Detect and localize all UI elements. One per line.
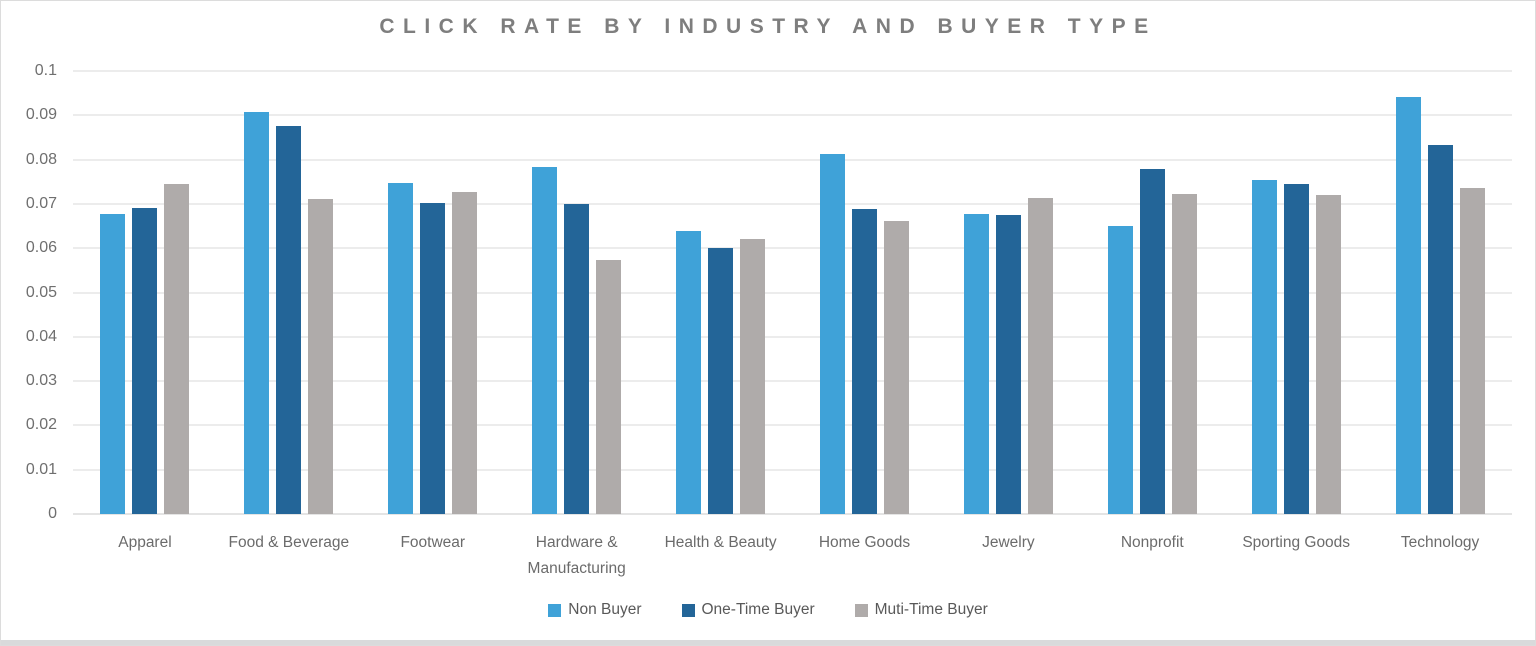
x-label-jewelry: Jewelry bbox=[982, 534, 1035, 551]
gridline-0.02 bbox=[73, 424, 1512, 426]
bar-group-jewelry bbox=[936, 71, 1080, 514]
x-label-apparel: Apparel bbox=[118, 534, 172, 551]
x-label-technology: Technology bbox=[1400, 534, 1480, 551]
bar-one-time-buyer bbox=[276, 125, 302, 514]
legend-item-non-buyer: Non Buyer bbox=[548, 601, 642, 619]
y-tick-label-0.1: 0.1 bbox=[34, 62, 57, 79]
bar-non-buyer bbox=[388, 182, 414, 514]
bar-group-hardware-manufacturing bbox=[505, 71, 649, 514]
bar-group-apparel bbox=[73, 71, 217, 514]
bar-muti-time-buyer bbox=[596, 259, 622, 514]
gridline-0.09 bbox=[73, 114, 1512, 116]
x-label-food-beverage: Food & Beverage bbox=[228, 534, 350, 551]
bar-muti-time-buyer bbox=[1315, 195, 1341, 514]
x-label-nonprofit: Nonprofit bbox=[1120, 534, 1184, 551]
chart-title: CLICK RATE BY INDUSTRY AND BUYER TYPE bbox=[379, 15, 1157, 38]
bar-one-time-buyer bbox=[1427, 144, 1453, 514]
gridline-0.06 bbox=[73, 247, 1512, 249]
gridline-0 bbox=[73, 513, 1512, 515]
y-tick-label-0.08: 0.08 bbox=[25, 150, 57, 168]
bar-one-time-buyer bbox=[851, 209, 877, 514]
bar-muti-time-buyer bbox=[452, 191, 478, 514]
bar-group-sporting-goods bbox=[1224, 71, 1368, 514]
x-label-health-beauty: Health & Beauty bbox=[664, 534, 777, 551]
gridline-0.08 bbox=[73, 159, 1512, 161]
y-tick-label-0.03: 0.03 bbox=[25, 372, 57, 390]
legend: Non Buyer One-Time Buyer Muti-Time Buyer bbox=[1, 601, 1535, 619]
legend-label: Muti-Time Buyer bbox=[874, 601, 988, 618]
bar-non-buyer bbox=[963, 213, 989, 514]
bar-muti-time-buyer bbox=[883, 220, 909, 514]
x-label-sporting-goods: Sporting Goods bbox=[1242, 534, 1351, 551]
y-tick-label-0.01: 0.01 bbox=[25, 460, 57, 478]
legend-swatch-icon bbox=[681, 603, 695, 617]
bar-group-nonprofit bbox=[1080, 71, 1224, 514]
bar-non-buyer bbox=[1107, 226, 1133, 514]
bar-one-time-buyer bbox=[132, 207, 158, 514]
legend-label: One-Time Buyer bbox=[701, 601, 815, 618]
bar-non-buyer bbox=[1251, 179, 1277, 514]
y-tick-label-0.05: 0.05 bbox=[25, 283, 57, 301]
y-tick-label-0.02: 0.02 bbox=[25, 416, 57, 434]
gridline-0.04 bbox=[73, 336, 1512, 338]
gridline-0.01 bbox=[73, 469, 1512, 471]
gridline-0.03 bbox=[73, 380, 1512, 382]
bar-non-buyer bbox=[1395, 96, 1421, 514]
bar-non-buyer bbox=[532, 167, 558, 514]
bar-group-food-beverage bbox=[217, 71, 361, 514]
gridline-0.07 bbox=[73, 203, 1512, 205]
legend-label: Non Buyer bbox=[568, 601, 642, 618]
bar-one-time-buyer bbox=[995, 214, 1021, 514]
y-tick-label-0.06: 0.06 bbox=[25, 239, 57, 257]
gridline-0.05 bbox=[73, 292, 1512, 293]
gridline-0.1 bbox=[73, 70, 1512, 72]
bar-group-footwear bbox=[361, 71, 505, 514]
bar-muti-time-buyer bbox=[1027, 197, 1053, 514]
legend-item-muti-time-buyer: Muti-Time Buyer bbox=[854, 601, 988, 619]
bar-non-buyer bbox=[819, 153, 845, 514]
bar-muti-time-buyer bbox=[308, 198, 334, 514]
y-tick-label-0.04: 0.04 bbox=[25, 327, 57, 345]
bar-muti-time-buyer bbox=[164, 184, 190, 514]
y-tick-label-0: 0 bbox=[48, 505, 57, 522]
bar-non-buyer bbox=[676, 231, 702, 514]
bar-group-technology bbox=[1368, 71, 1512, 514]
bottom-border-strip bbox=[1, 640, 1535, 645]
bar-muti-time-buyer bbox=[740, 239, 766, 514]
legend-swatch-icon bbox=[548, 603, 562, 617]
bar-non-buyer bbox=[100, 213, 126, 514]
bar-one-time-buyer bbox=[564, 203, 590, 514]
bar-group-health-beauty bbox=[649, 71, 793, 514]
x-label-footwear: Footwear bbox=[400, 534, 466, 551]
bar-one-time-buyer bbox=[420, 203, 446, 514]
legend-swatch-icon bbox=[854, 603, 868, 617]
x-label-hardware-manufacturing: Hardware & Manufacturing bbox=[527, 534, 626, 577]
x-label-home-goods: Home Goods bbox=[818, 534, 911, 551]
bar-non-buyer bbox=[244, 112, 270, 514]
y-tick-label-0.09: 0.09 bbox=[25, 106, 57, 124]
bar-muti-time-buyer bbox=[1459, 187, 1485, 514]
bar-group-home-goods bbox=[793, 71, 937, 514]
y-tick-label-0.07: 0.07 bbox=[25, 194, 57, 212]
plot-area bbox=[73, 70, 1512, 515]
bar-one-time-buyer bbox=[1139, 169, 1165, 514]
x-axis-category-labels: Apparel Food & Beverage Footwear Hardware &… bbox=[73, 530, 1512, 582]
bar-one-time-buyer bbox=[708, 248, 734, 514]
legend-item-one-time-buyer: One-Time Buyer bbox=[681, 601, 815, 619]
bar-muti-time-buyer bbox=[1171, 193, 1197, 514]
bar-one-time-buyer bbox=[1283, 183, 1309, 514]
